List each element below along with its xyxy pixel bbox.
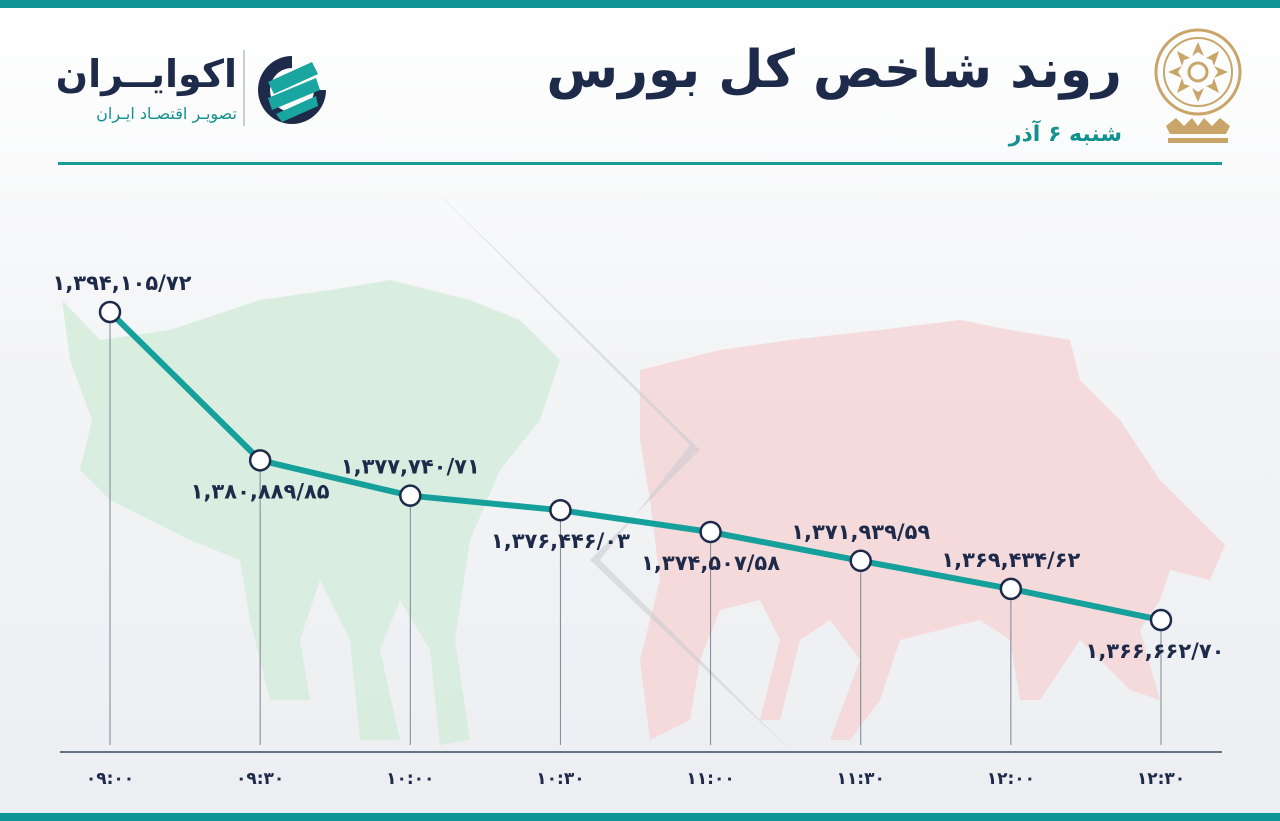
x-tick-label: ۱۲:۰۰ xyxy=(987,769,1035,789)
page-title: روند شاخص کل بورس xyxy=(546,40,1122,100)
data-point xyxy=(699,520,722,544)
header-divider xyxy=(58,162,1222,165)
data-label: ۱,۳۷۴,۵۰۷/۵۸ xyxy=(641,551,780,575)
bottom-border xyxy=(0,813,1280,821)
data-label: ۱,۳۷۱,۹۳۹/۵۹ xyxy=(791,520,930,544)
data-point xyxy=(248,449,272,472)
tehran-stock-exchange-emblem-icon xyxy=(1154,28,1242,143)
brand-name: اکوایــران xyxy=(55,52,237,96)
ecoiran-logo-icon xyxy=(258,56,326,124)
data-label: ۱,۳۶۶,۶۶۲/۷۰ xyxy=(1086,639,1225,663)
series-line xyxy=(107,309,1164,623)
bear-silhouette xyxy=(640,320,1225,740)
data-point xyxy=(999,577,1023,601)
data-point xyxy=(849,549,872,573)
page-date: شنبه ۶ آذر xyxy=(1008,122,1122,147)
bull-silhouette xyxy=(62,280,560,745)
brand-divider xyxy=(243,50,245,126)
top-border xyxy=(0,0,1280,8)
x-tick-label: ۰۹:۰۰ xyxy=(86,769,134,789)
x-tick-label: ۱۱:۳۰ xyxy=(837,769,885,789)
brand-tagline: تصویـر اقتصـاد ایـران xyxy=(96,104,237,123)
x-tick-label: ۰۹:۳۰ xyxy=(236,769,284,789)
data-label: ۱,۳۷۶,۴۴۶/۰۳ xyxy=(491,529,630,553)
data-point xyxy=(98,300,122,324)
data-point xyxy=(1149,608,1173,632)
data-label: ۱,۳۷۷,۷۴۰/۷۱ xyxy=(341,455,480,479)
data-point xyxy=(549,498,572,522)
x-tick-label: ۱۰:۳۰ xyxy=(536,769,584,789)
data-label: ۱,۳۶۹,۴۳۴/۶۲ xyxy=(941,548,1080,572)
data-label: ۱,۳۹۴,۱۰۵/۷۲ xyxy=(53,271,192,295)
x-tick-label: ۱۰:۰۰ xyxy=(386,769,434,789)
data-point xyxy=(399,484,422,507)
data-label: ۱,۳۸۰,۸۸۹/۸۵ xyxy=(191,479,330,503)
x-tick-label: ۱۱:۰۰ xyxy=(686,769,734,789)
x-tick-label: ۱۲:۳۰ xyxy=(1137,769,1185,789)
